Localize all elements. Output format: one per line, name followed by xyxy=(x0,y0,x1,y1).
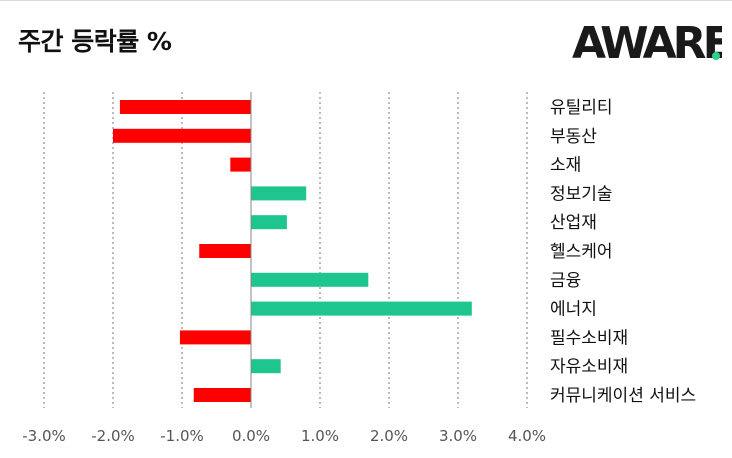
bars xyxy=(113,100,472,402)
bar xyxy=(251,301,472,316)
bar xyxy=(199,244,251,258)
bar xyxy=(193,388,251,402)
bar xyxy=(119,100,252,114)
x-tick-label: -1.0% xyxy=(160,427,204,445)
x-tick-label: -3.0% xyxy=(22,427,66,445)
bar xyxy=(251,186,307,201)
top-divider xyxy=(0,0,732,1)
logo-text: AWARE xyxy=(572,18,722,62)
category-labels: 유틸리티부동산소재정보기술산업재헬스케어금융에너지필수소비재자유소비재커뮤니케이… xyxy=(550,98,696,406)
logo-dot xyxy=(712,52,720,60)
bar xyxy=(251,359,281,374)
category-label: 커뮤니케이션 서비스 xyxy=(550,386,696,406)
x-tick-label: 4.0% xyxy=(508,427,546,445)
x-tick-label: 0.0% xyxy=(232,427,270,445)
category-label: 정보기술 xyxy=(550,184,613,204)
bar xyxy=(251,215,287,230)
bar xyxy=(251,272,369,287)
bar xyxy=(230,157,251,172)
aware-logo: AWARE xyxy=(572,18,722,62)
bar xyxy=(113,128,251,143)
x-tick-label: 3.0% xyxy=(439,427,477,445)
chart-title: 주간 등락률 % xyxy=(18,27,172,56)
x-tick-label: 2.0% xyxy=(370,427,408,445)
category-label: 유틸리티 xyxy=(550,98,613,118)
category-label: 헬스케어 xyxy=(550,242,613,262)
category-label: 에너지 xyxy=(550,300,597,320)
category-label: 필수소비재 xyxy=(550,328,628,348)
category-label: 부동산 xyxy=(550,127,597,147)
category-label: 소재 xyxy=(550,156,581,176)
category-label: 금융 xyxy=(550,271,581,291)
category-label: 산업재 xyxy=(550,213,597,233)
x-tick-labels: -3.0% -2.0% -1.0% 0.0% 1.0% 2.0% 3.0% 4.0% xyxy=(22,427,546,445)
x-tick-label: -2.0% xyxy=(91,427,135,445)
x-tick-label: 1.0% xyxy=(301,427,339,445)
bar xyxy=(179,330,251,345)
category-label: 자유소비재 xyxy=(550,357,628,377)
